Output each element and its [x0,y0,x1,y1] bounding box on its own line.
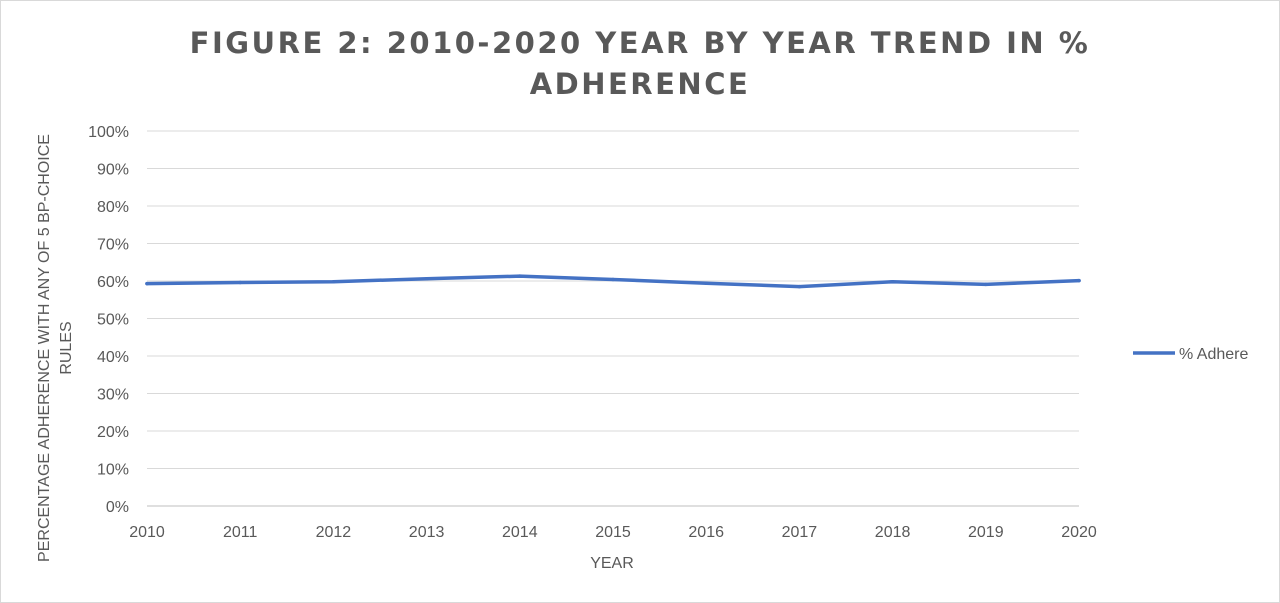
y-tick-label: 0% [106,499,129,516]
y-tick-label: 20% [97,424,129,441]
y-tick-label: 60% [97,274,129,291]
x-axis-label: YEAR [590,555,634,572]
data-point [890,279,895,284]
y-axis-label: PERCENTAGE ADHERENCE WITH ANY OF 5 BP-CH… [36,134,75,562]
data-point [797,284,802,289]
x-tick-label: 2020 [1061,524,1097,541]
x-tick-label: 2013 [409,524,445,541]
x-tick-label: 2017 [782,524,818,541]
data-point [704,281,708,286]
data-point [984,282,988,287]
x-tick-label: 2018 [875,524,911,541]
y-axis-ticks: 0% 10% 20% 30% 40% 50% 60% 70% 80% 90% 100% [88,124,129,516]
chart-title-line-2: ADHERENCE [530,67,751,101]
data-point [238,280,242,285]
x-tick-label: 2015 [595,524,631,541]
y-tick-label: 100% [88,124,129,141]
data-point [424,276,429,281]
y-axis-label-line-1: PERCENTAGE ADHERENCE WITH ANY OF 5 BP-CH… [36,134,53,562]
x-tick-label: 2014 [502,524,538,541]
data-point [145,281,149,286]
series-layer [145,274,1081,289]
y-tick-label: 40% [97,349,129,366]
x-tick-label: 2010 [129,524,165,541]
x-tick-label: 2011 [223,524,258,541]
chart-title-line-1: FIGURE 2: 2010-2020 YEAR BY YEAR TREND I… [190,26,1091,60]
y-tick-label: 50% [97,312,129,329]
y-tick-label: 90% [97,162,129,179]
data-point [518,274,522,278]
x-tick-label: 2019 [968,524,1004,541]
x-tick-label: 2016 [688,524,724,541]
y-axis-label-line-2: RULES [58,321,75,374]
legend-label: % Adhere [1179,346,1248,363]
y-tick-label: 70% [97,237,129,254]
data-point [611,277,615,282]
gridlines [147,130,1079,507]
chart-title: FIGURE 2: 2010-2020 YEAR BY YEAR TREND I… [190,26,1091,101]
y-tick-label: 30% [97,387,129,404]
x-axis-ticks: 2010 2011 2012 2013 2014 2015 2016 2017 2018 2019… [129,524,1097,541]
data-point [331,279,336,284]
x-tick-label: 2012 [316,524,352,541]
data-point [1077,278,1081,283]
legend: % Adhere [1133,346,1248,363]
y-tick-label: 80% [97,199,129,216]
y-tick-label: 10% [97,462,129,479]
